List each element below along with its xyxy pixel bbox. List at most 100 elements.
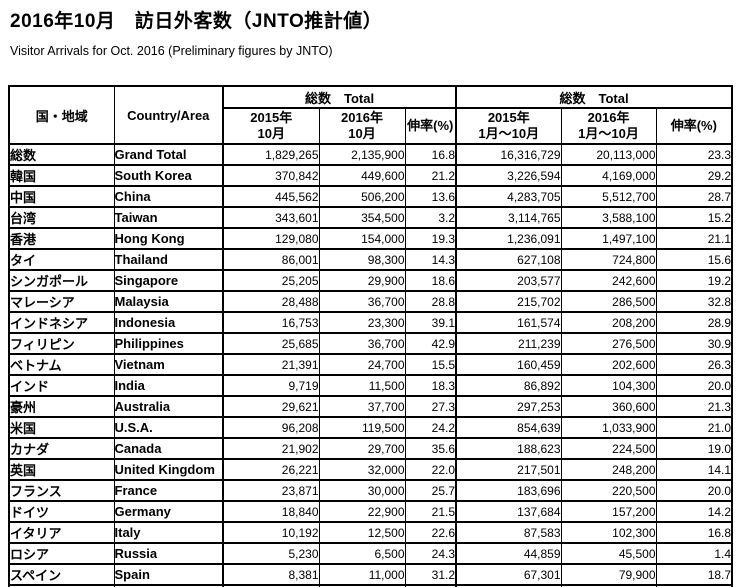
table-row: その他 Others 86,472 108,700 25.7 709,884 8… <box>8 584 733 587</box>
oct-2016-value-cell: 506,200 <box>318 185 406 208</box>
header-cum-2016-months: 1月～10月 <box>578 126 639 141</box>
cum-growth-value-cell: 18.7 <box>655 563 733 586</box>
oct-2016-value-cell: 12,500 <box>318 521 406 544</box>
country-en-cell: Italy <box>113 521 224 544</box>
cum-2016-value-cell: 1,033,900 <box>560 416 657 439</box>
page-subtitle: Visitor Arrivals for Oct. 2016 (Prelimin… <box>10 44 333 58</box>
cum-growth-value-cell: 14.1 <box>655 458 733 481</box>
country-en-cell: Canada <box>113 437 224 460</box>
cum-2015-value-cell: 44,859 <box>455 542 562 565</box>
cum-2015-value-cell: 1,236,091 <box>455 227 562 250</box>
table-row: 香港 Hong Kong 129,080 154,000 19.3 1,236,… <box>8 227 733 250</box>
country-en-cell: Malaysia <box>113 290 224 313</box>
country-jp-cell: タイ <box>8 248 115 271</box>
table-row: 韓国 South Korea 370,842 449,600 21.2 3,22… <box>8 164 733 187</box>
header-monthly-total-group: 総数 Total <box>221 85 457 109</box>
table-row: フランス France 23,871 30,000 25.7 183,696 2… <box>8 479 733 502</box>
country-jp-cell: スペイン <box>8 563 115 586</box>
table-row: ロシア Russia 5,230 6,500 24.3 44,859 45,50… <box>8 542 733 565</box>
country-en-cell: India <box>113 374 224 397</box>
cum-growth-value-cell: 28.9 <box>655 311 733 334</box>
header-cum-growth: 伸率(%) <box>655 107 733 145</box>
country-jp-cell: 中国 <box>8 185 115 208</box>
cum-2016-value-cell: 20,113,000 <box>560 143 657 166</box>
oct-growth-value-cell: 18.6 <box>404 269 457 292</box>
cum-2015-value-cell: 67,301 <box>455 563 562 586</box>
cum-growth-value-cell: 23.3 <box>655 143 733 166</box>
cum-2016-value-cell: 276,500 <box>560 332 657 355</box>
oct-growth-value-cell: 25.7 <box>404 479 457 502</box>
oct-2016-value-cell: 24,700 <box>318 353 406 376</box>
cum-growth-value-cell: 26.3 <box>655 353 733 376</box>
table-row: 台湾 Taiwan 343,601 354,500 3.2 3,114,765 … <box>8 206 733 229</box>
cum-growth-value-cell: 28.7 <box>655 185 733 208</box>
header-oct-2016: 2016年 10月 <box>318 107 406 145</box>
table-row: インドネシア Indonesia 16,753 23,300 39.1 161,… <box>8 311 733 334</box>
table-row: マレーシア Malaysia 28,488 36,700 28.8 215,70… <box>8 290 733 313</box>
country-en-cell: Germany <box>113 500 224 523</box>
cum-growth-value-cell: 30.9 <box>655 332 733 355</box>
country-jp-cell: ベトナム <box>8 353 115 376</box>
cum-2016-value-cell: 102,300 <box>560 521 657 544</box>
header-country-en: Country/Area <box>113 85 224 145</box>
header-cum-2016-year: 2016年 <box>587 110 630 125</box>
table-row: ベトナム Vietnam 21,391 24,700 15.5 160,459 … <box>8 353 733 376</box>
header-cum-2015-months: 1月～10月 <box>478 126 540 141</box>
country-jp-cell: 総数 <box>8 143 115 166</box>
oct-2015-value-cell: 9,719 <box>222 374 320 397</box>
header-country-jp: 国・地域 <box>8 85 115 145</box>
oct-2016-value-cell: 37,700 <box>318 395 406 418</box>
table-row: カナダ Canada 21,902 29,700 35.6 188,623 22… <box>8 437 733 460</box>
oct-2015-value-cell: 343,601 <box>222 206 320 229</box>
cum-2016-value-cell: 3,588,100 <box>560 206 657 229</box>
country-en-cell: Indonesia <box>113 311 224 334</box>
cum-2015-value-cell: 188,623 <box>455 437 562 460</box>
cum-2015-value-cell: 217,501 <box>455 458 562 481</box>
oct-growth-value-cell: 22.6 <box>404 521 457 544</box>
oct-2016-value-cell: 30,000 <box>318 479 406 502</box>
oct-2015-value-cell: 28,488 <box>222 290 320 313</box>
cum-2015-value-cell: 161,574 <box>455 311 562 334</box>
oct-2016-value-cell: 32,000 <box>318 458 406 481</box>
country-en-cell: U.S.A. <box>113 416 224 439</box>
table-row: インド India 9,719 11,500 18.3 86,892 104,3… <box>8 374 733 397</box>
oct-2016-value-cell: 449,600 <box>318 164 406 187</box>
oct-2016-value-cell: 119,500 <box>318 416 406 439</box>
country-en-cell: Spain <box>113 563 224 586</box>
table-row: スペイン Spain 8,381 11,000 31.2 67,301 79,9… <box>8 563 733 586</box>
country-jp-cell: シンガポール <box>8 269 115 292</box>
oct-growth-value-cell: 31.2 <box>404 563 457 586</box>
country-jp-cell: 韓国 <box>8 164 115 187</box>
oct-2015-value-cell: 26,221 <box>222 458 320 481</box>
cum-2015-value-cell: 203,577 <box>455 269 562 292</box>
oct-growth-value-cell: 15.5 <box>404 353 457 376</box>
cum-2015-value-cell: 160,459 <box>455 353 562 376</box>
cum-2015-value-cell: 16,316,729 <box>455 143 562 166</box>
country-jp-cell: 米国 <box>8 416 115 439</box>
oct-growth-value-cell: 14.3 <box>404 248 457 271</box>
country-en-cell: Vietnam <box>113 353 224 376</box>
table-row: シンガポール Singapore 25,205 29,900 18.6 203,… <box>8 269 733 292</box>
table-row: イタリア Italy 10,192 12,500 22.6 87,583 102… <box>8 521 733 544</box>
oct-2015-value-cell: 96,208 <box>222 416 320 439</box>
cum-growth-value-cell: 14.2 <box>655 500 733 523</box>
country-en-cell: Hong Kong <box>113 227 224 250</box>
cum-growth-value-cell: 29.2 <box>655 164 733 187</box>
cum-growth-value-cell: 21.1 <box>655 227 733 250</box>
oct-2015-value-cell: 25,685 <box>222 332 320 355</box>
table-row: フィリピン Philippines 25,685 36,700 42.9 211… <box>8 332 733 355</box>
oct-2016-value-cell: 154,000 <box>318 227 406 250</box>
oct-2016-value-cell: 11,500 <box>318 374 406 397</box>
header-oct-2016-year: 2016年 <box>341 110 383 125</box>
oct-2015-value-cell: 370,842 <box>222 164 320 187</box>
oct-2016-value-cell: 354,500 <box>318 206 406 229</box>
oct-growth-value-cell: 35.6 <box>404 437 457 460</box>
oct-2016-value-cell: 11,000 <box>318 563 406 586</box>
cum-growth-value-cell: 21.3 <box>655 395 733 418</box>
cum-growth-value-cell: 20.0 <box>655 374 733 397</box>
oct-2015-value-cell: 21,902 <box>222 437 320 460</box>
country-en-cell: Thailand <box>113 248 224 271</box>
country-jp-cell: イタリア <box>8 521 115 544</box>
oct-growth-value-cell: 18.3 <box>404 374 457 397</box>
